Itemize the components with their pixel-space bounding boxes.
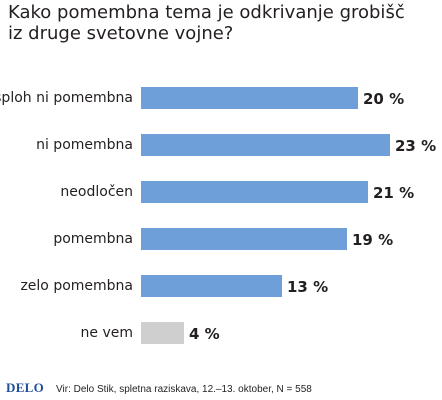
- bar: [141, 134, 390, 156]
- source-note: Vir: Delo Stik, spletna raziskava, 12.–1…: [56, 384, 312, 395]
- category-label: pomembna: [53, 231, 133, 247]
- bar: [141, 322, 184, 344]
- bar: [141, 181, 368, 203]
- bar: [141, 87, 358, 109]
- category-label: zelo pomembna: [20, 278, 133, 294]
- bar: [141, 275, 282, 297]
- value-label: 23 %: [395, 137, 436, 155]
- category-label: ne vem: [81, 325, 133, 341]
- chart-title-line-2: iz druge svetovne vojne?: [8, 23, 234, 44]
- chart-footer: DELO Vir: Delo Stik, spletna raziskava, …: [6, 380, 312, 396]
- value-label: 13 %: [287, 278, 328, 296]
- brand-logo: DELO: [6, 380, 45, 395]
- bar: [141, 228, 347, 250]
- chart-title: Kako pomembna tema je odkrivanje grobišč…: [8, 2, 438, 44]
- category-label: ni pomembna: [36, 137, 133, 153]
- chart-title-line-1: Kako pomembna tema je odkrivanje grobišč: [8, 2, 405, 23]
- category-label: neodločen: [60, 184, 133, 200]
- value-label: 4 %: [189, 325, 220, 343]
- value-label: 19 %: [352, 231, 393, 249]
- value-label: 20 %: [363, 90, 404, 108]
- category-label: sploh ni pomembna: [0, 90, 133, 106]
- value-label: 21 %: [373, 184, 414, 202]
